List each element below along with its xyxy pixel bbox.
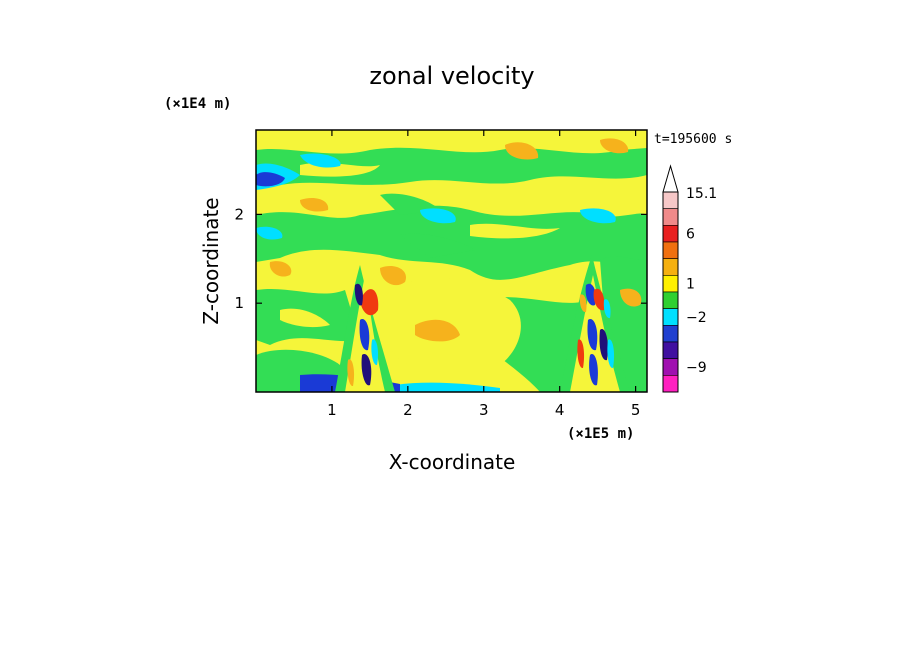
colorbar-band [662, 325, 679, 343]
colorbar-band [662, 258, 679, 276]
x-tick-label: 4 [555, 401, 565, 419]
right-plume [560, 255, 630, 392]
colorbar-label: 15.1 [686, 186, 717, 202]
colorbar-label: −9 [686, 360, 707, 376]
colorbar-band [662, 375, 679, 393]
colorbar-band [662, 225, 679, 243]
y-axis-ticks: 12 [234, 205, 647, 312]
left-plume [335, 265, 395, 392]
colorbar-label: 1 [686, 277, 695, 293]
y-tick-label: 1 [234, 294, 244, 312]
x-axis-ticks: 1 2 3 4 5 [327, 130, 640, 419]
time-label: t=195600 s [654, 132, 732, 147]
y-axis-label: Z-coordinate [199, 197, 223, 324]
chart-title: zonal velocity [369, 62, 534, 90]
plot-frame [255, 129, 648, 393]
colorbar-band [662, 208, 679, 226]
colorbar-band [662, 341, 679, 359]
y-tick-label: 2 [234, 205, 244, 223]
colorbar-labels: 15.1 6 1 −2 −9 [686, 186, 717, 376]
colorbar-label: −2 [686, 310, 707, 326]
colorbar-label: 6 [686, 227, 695, 243]
x-tick-label: 1 [327, 401, 337, 419]
colorbar [662, 164, 679, 393]
colorbar-band [662, 358, 679, 376]
colorbar-band [662, 275, 679, 293]
colorbar-band [662, 308, 679, 326]
colorbar-band [662, 241, 679, 259]
x-axis-unit: (×1E5 m) [567, 426, 634, 442]
x-tick-label: 3 [479, 401, 489, 419]
colorbar-extend-arrow [662, 164, 679, 193]
y-axis-unit: (×1E4 m) [164, 96, 231, 112]
colorbar-frame [662, 191, 679, 393]
x-tick-label: 5 [631, 401, 641, 419]
colorbar-band [662, 291, 679, 309]
x-tick-label: 2 [403, 401, 413, 419]
orange-regions [269, 138, 642, 342]
contour-field [256, 130, 647, 392]
x-axis-label: X-coordinate [389, 450, 516, 474]
colorbar-band [662, 191, 679, 209]
